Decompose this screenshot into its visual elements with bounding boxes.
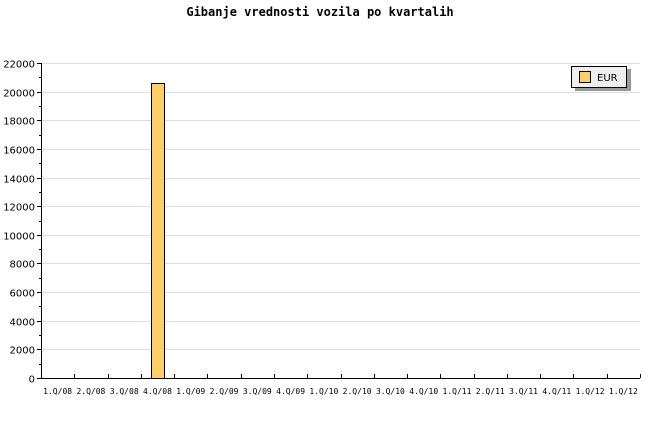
x-tick-label: 1.Q/12 [609,387,638,396]
x-tick-label: 4.Q/09 [276,387,305,396]
y-tick-label: 18000 [3,117,35,128]
legend-swatch [579,71,591,83]
y-tick-label: 16000 [3,146,35,157]
y-tick-label: 0 [29,375,35,386]
x-tick-label: 4.Q/11 [542,387,571,396]
y-tick-label: 14000 [3,175,35,186]
x-tick-label: 1.Q/11 [443,387,472,396]
bars [151,83,165,379]
grid [41,63,640,350]
y-tick-label: 22000 [3,60,35,71]
chart-title: Gibanje vrednosti vozila po kvartalih [186,5,453,19]
y-tick-label: 4000 [10,318,35,329]
y-tick-label: 8000 [10,260,35,271]
legend: EUR [571,66,631,91]
x-tick-label: 1.Q/12 [576,387,605,396]
x-tick-label: 2.Q/08 [76,387,105,396]
axes: 0 2000 4000 6000 8000 10000 12000 14000 16000 180… [3,60,641,396]
x-tick-label: 2.Q/09 [210,387,239,396]
y-tick-label: 12000 [3,203,35,214]
legend-label: EUR [597,73,618,84]
x-tick-label: 1.Q/08 [43,387,72,396]
y-tick-label: 10000 [3,232,35,243]
y-tick-label: 6000 [10,289,35,300]
x-tick-label: 2.Q/10 [343,387,372,396]
x-tick-label: 4.Q/08 [143,387,172,396]
x-tick-label: 2.Q/11 [476,387,505,396]
x-tick-label: 1.Q/10 [309,387,338,396]
y-tick-label: 20000 [3,89,35,100]
x-tick-label: 3.Q/08 [110,387,139,396]
y-tick-label: 2000 [10,346,35,357]
bar-4.Q/08 [151,83,165,379]
x-tick-label: 1.Q/09 [176,387,205,396]
x-tick-label: 4.Q/10 [409,387,438,396]
x-tick-label: 3.Q/11 [509,387,538,396]
x-tick-label: 3.Q/10 [376,387,405,396]
x-tick-label: 3.Q/09 [243,387,272,396]
